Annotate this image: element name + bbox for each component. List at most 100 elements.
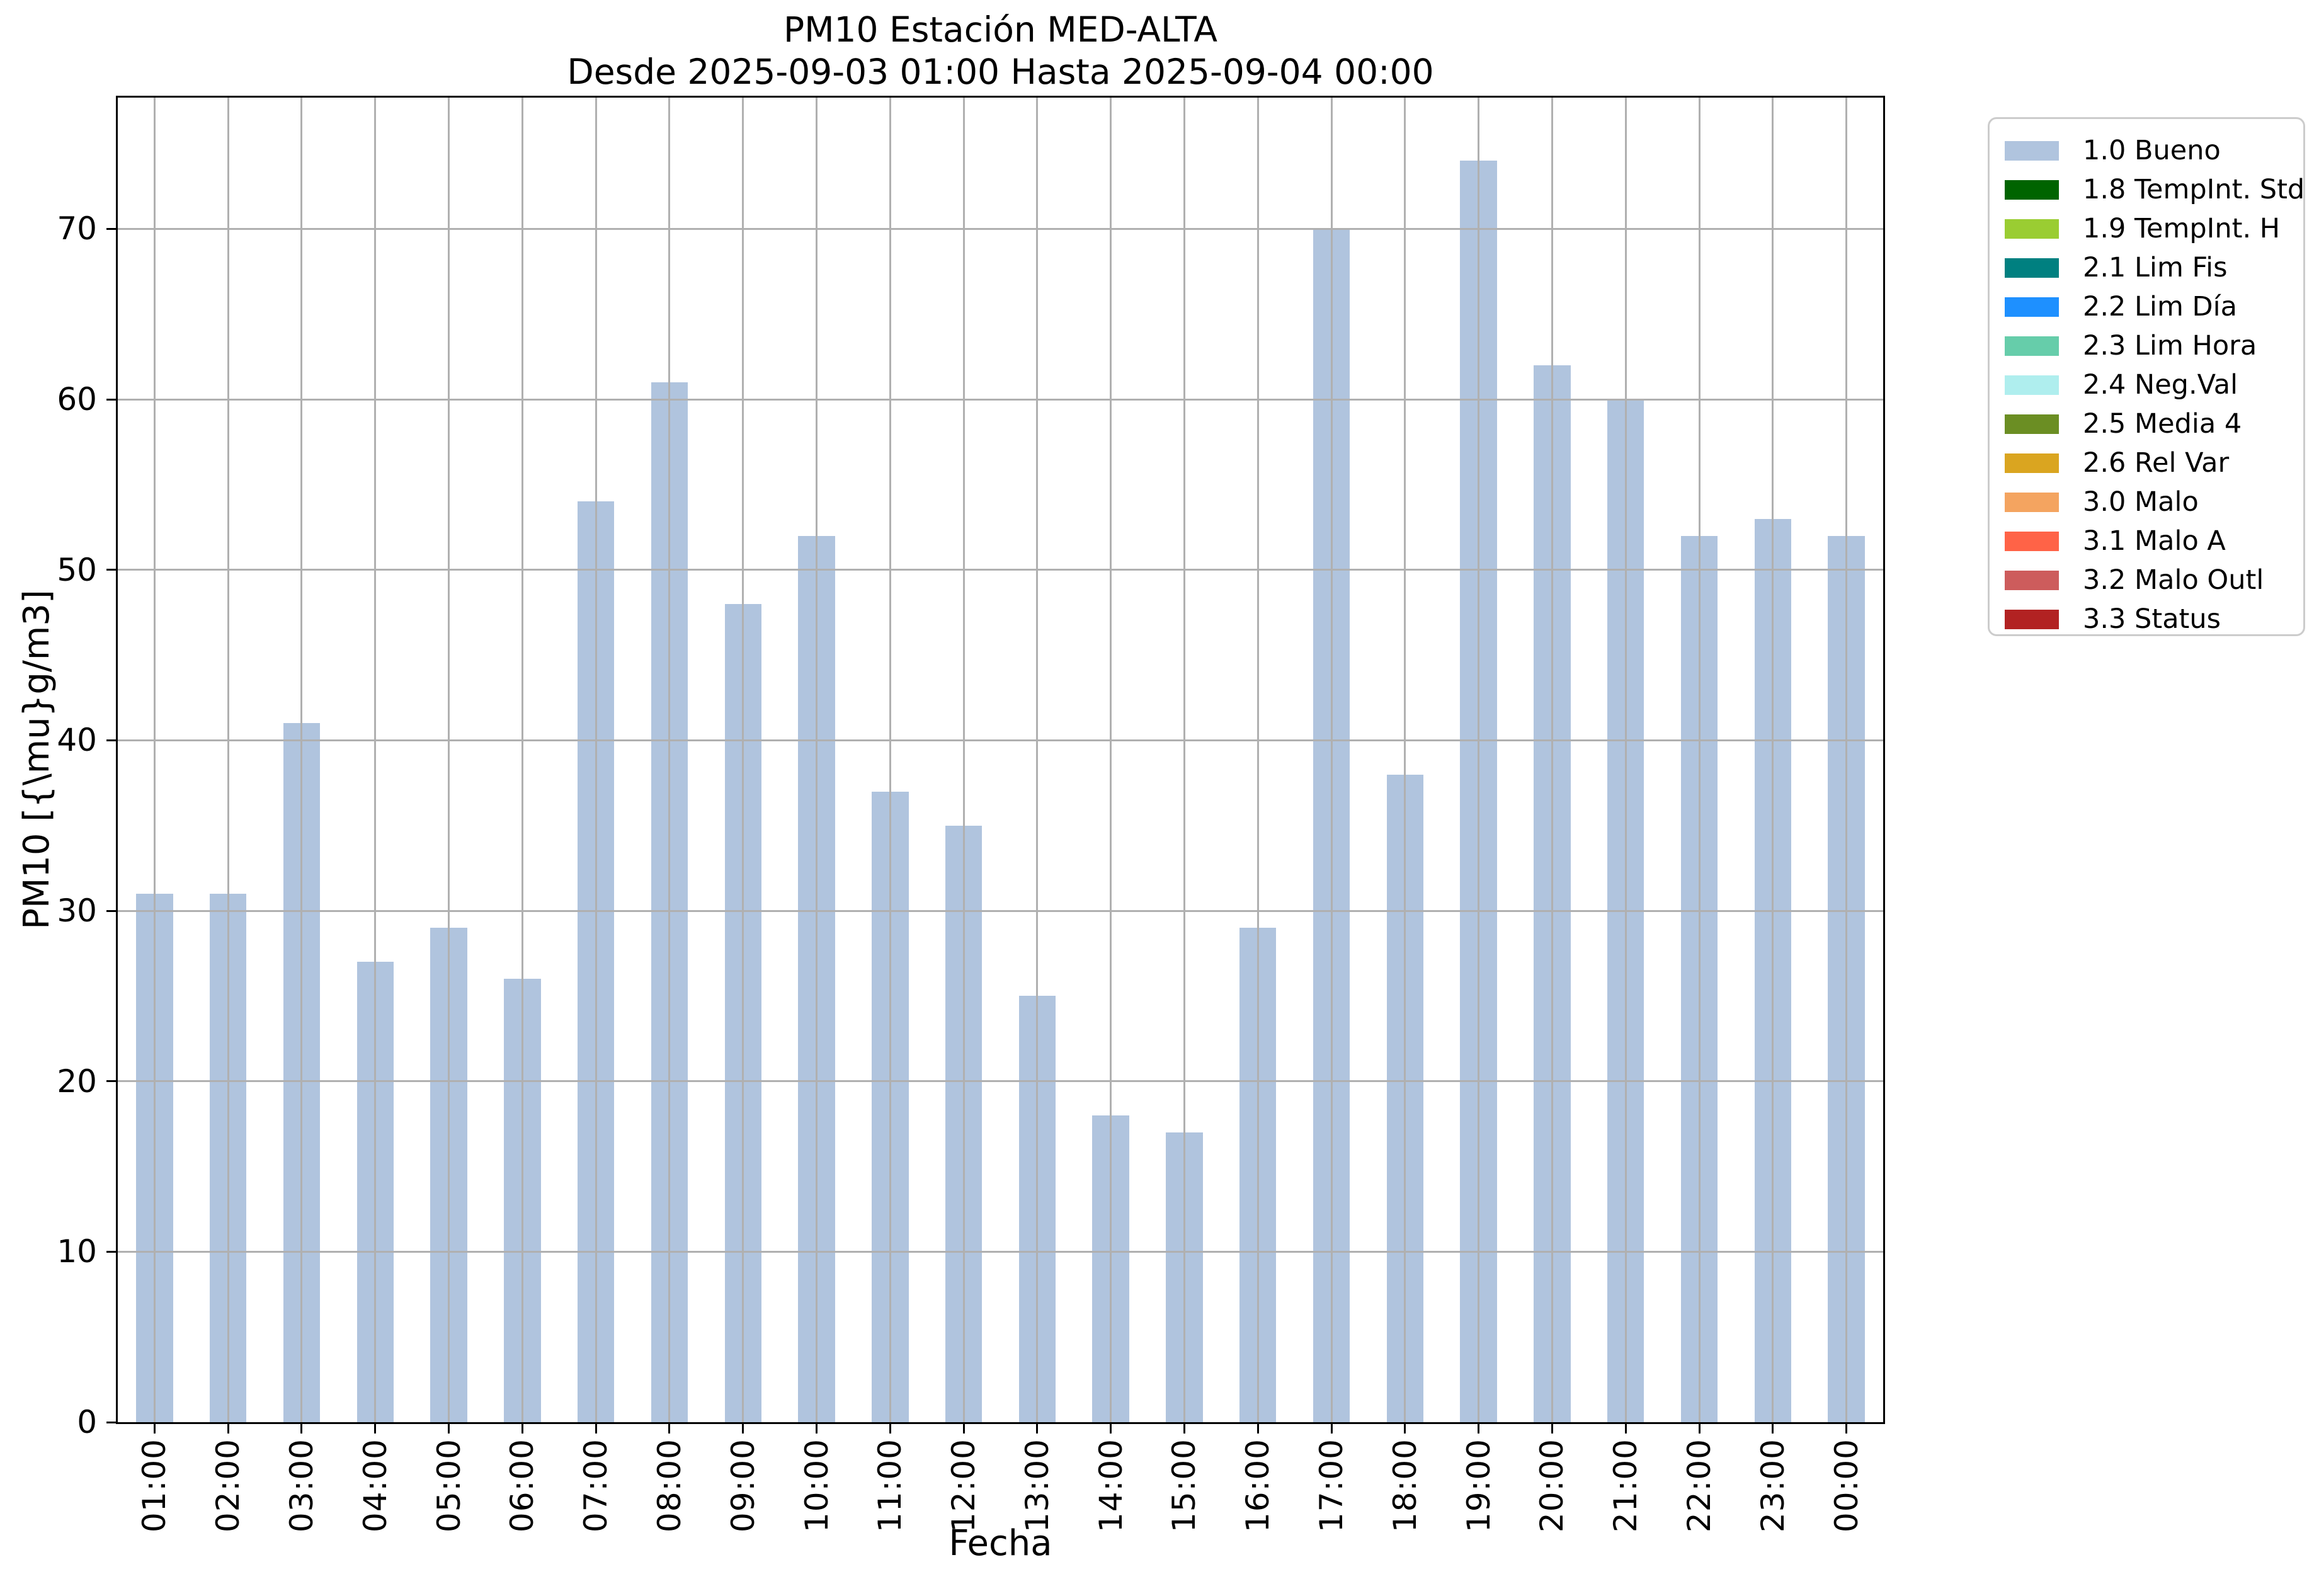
y-tick-label-50: 50 bbox=[57, 551, 97, 588]
legend-item-11: 3.2 Malo Outl bbox=[2005, 561, 2303, 600]
x-gridline-07:00 bbox=[595, 98, 597, 1422]
legend-swatch-12 bbox=[2005, 609, 2059, 629]
x-tick-05:00 bbox=[448, 1422, 450, 1434]
x-tick-19:00 bbox=[1478, 1422, 1480, 1434]
legend-swatch-3 bbox=[2005, 258, 2059, 278]
x-tick-label-09:00: 09:00 bbox=[724, 1439, 761, 1533]
legend-label-3: 2.1 Lim Fis bbox=[2083, 252, 2228, 283]
x-tick-00:00 bbox=[1845, 1422, 1848, 1434]
y-tick-30 bbox=[106, 909, 118, 912]
chart-title: PM10 Estación MED-ALTA bbox=[783, 9, 1218, 50]
y-gridline-40 bbox=[118, 739, 1883, 741]
x-tick-label-21:00: 21:00 bbox=[1607, 1439, 1644, 1533]
x-tick-14:00 bbox=[1110, 1422, 1112, 1434]
legend-item-2: 1.9 TempInt. H bbox=[2005, 209, 2303, 248]
x-gridline-20:00 bbox=[1551, 98, 1553, 1422]
grid-layer bbox=[118, 98, 1883, 1422]
legend: 1.0 Bueno 1.8 TempInt. Std 1.9 TempInt. H 2… bbox=[1988, 117, 2305, 636]
legend-swatch-2 bbox=[2005, 219, 2059, 239]
legend-label-4: 2.2 Lim Día bbox=[2083, 291, 2237, 322]
x-tick-label-16:00: 16:00 bbox=[1239, 1439, 1277, 1533]
x-gridline-12:00 bbox=[962, 98, 965, 1422]
x-tick-12:00 bbox=[962, 1422, 965, 1434]
x-gridline-19:00 bbox=[1478, 98, 1480, 1422]
x-tick-21:00 bbox=[1624, 1422, 1627, 1434]
legend-swatch-8 bbox=[2005, 453, 2059, 473]
x-tick-03:00 bbox=[300, 1422, 303, 1434]
x-gridline-01:00 bbox=[153, 98, 156, 1422]
x-tick-23:00 bbox=[1772, 1422, 1774, 1434]
legend-swatch-0 bbox=[2005, 140, 2059, 161]
legend-item-9: 3.0 Malo bbox=[2005, 482, 2303, 522]
legend-label-11: 3.2 Malo Outl bbox=[2083, 564, 2264, 596]
x-tick-13:00 bbox=[1036, 1422, 1039, 1434]
y-tick-40 bbox=[106, 739, 118, 741]
x-gridline-16:00 bbox=[1256, 98, 1259, 1422]
x-tick-01:00 bbox=[153, 1422, 156, 1434]
x-gridline-06:00 bbox=[521, 98, 523, 1422]
x-tick-label-10:00: 10:00 bbox=[798, 1439, 835, 1533]
y-axis-label: PM10 [{\mu}g/m3] bbox=[16, 590, 57, 930]
x-gridline-03:00 bbox=[300, 98, 303, 1422]
legend-swatch-5 bbox=[2005, 336, 2059, 356]
x-gridline-15:00 bbox=[1183, 98, 1185, 1422]
y-tick-60 bbox=[106, 398, 118, 401]
x-tick-label-13:00: 13:00 bbox=[1018, 1439, 1056, 1533]
x-tick-09:00 bbox=[742, 1422, 744, 1434]
x-tick-15:00 bbox=[1183, 1422, 1185, 1434]
y-gridline-20 bbox=[118, 1080, 1883, 1083]
x-tick-17:00 bbox=[1330, 1422, 1333, 1434]
plot-area bbox=[116, 96, 1885, 1424]
x-tick-label-00:00: 00:00 bbox=[1828, 1439, 1865, 1533]
legend-item-0: 1.0 Bueno bbox=[2005, 131, 2303, 170]
x-gridline-02:00 bbox=[227, 98, 229, 1422]
x-tick-04:00 bbox=[374, 1422, 377, 1434]
x-tick-label-05:00: 05:00 bbox=[430, 1439, 467, 1533]
y-gridline-60 bbox=[118, 398, 1883, 401]
legend-label-10: 3.1 Malo A bbox=[2083, 525, 2226, 557]
x-gridline-17:00 bbox=[1330, 98, 1333, 1422]
x-tick-label-07:00: 07:00 bbox=[578, 1439, 615, 1533]
x-gridline-13:00 bbox=[1036, 98, 1039, 1422]
x-tick-label-19:00: 19:00 bbox=[1460, 1439, 1497, 1533]
y-tick-70 bbox=[106, 227, 118, 230]
legend-swatch-6 bbox=[2005, 375, 2059, 395]
legend-swatch-7 bbox=[2005, 414, 2059, 434]
chart-subtitle: Desde 2025-09-03 01:00 Hasta 2025-09-04 … bbox=[567, 52, 1434, 92]
y-gridline-10 bbox=[118, 1250, 1883, 1253]
legend-item-1: 1.8 TempInt. Std bbox=[2005, 170, 2305, 209]
x-gridline-08:00 bbox=[668, 98, 671, 1422]
x-tick-08:00 bbox=[668, 1422, 671, 1434]
x-gridline-09:00 bbox=[742, 98, 744, 1422]
legend-swatch-11 bbox=[2005, 570, 2059, 590]
x-tick-label-03:00: 03:00 bbox=[283, 1439, 320, 1533]
legend-swatch-1 bbox=[2005, 180, 2059, 200]
legend-label-5: 2.3 Lim Hora bbox=[2083, 330, 2257, 362]
y-tick-10 bbox=[106, 1250, 118, 1253]
y-gridline-30 bbox=[118, 909, 1883, 912]
x-tick-07:00 bbox=[595, 1422, 597, 1434]
x-tick-label-02:00: 02:00 bbox=[210, 1439, 247, 1533]
y-tick-label-20: 20 bbox=[57, 1063, 97, 1100]
x-tick-label-11:00: 11:00 bbox=[872, 1439, 909, 1533]
x-gridline-11:00 bbox=[889, 98, 891, 1422]
x-tick-label-01:00: 01:00 bbox=[136, 1439, 173, 1533]
legend-item-10: 3.1 Malo A bbox=[2005, 522, 2303, 561]
y-tick-50 bbox=[106, 569, 118, 571]
y-gridline-50 bbox=[118, 569, 1883, 571]
x-gridline-18:00 bbox=[1404, 98, 1406, 1422]
y-gridline-70 bbox=[118, 227, 1883, 230]
legend-label-7: 2.5 Media 4 bbox=[2083, 408, 2242, 440]
y-tick-0 bbox=[106, 1421, 118, 1423]
x-tick-02:00 bbox=[227, 1422, 229, 1434]
legend-item-5: 2.3 Lim Hora bbox=[2005, 326, 2303, 365]
x-gridline-23:00 bbox=[1772, 98, 1774, 1422]
y-tick-label-60: 60 bbox=[57, 381, 97, 418]
y-tick-label-0: 0 bbox=[77, 1404, 97, 1440]
legend-item-4: 2.2 Lim Día bbox=[2005, 287, 2303, 326]
x-tick-label-23:00: 23:00 bbox=[1754, 1439, 1791, 1533]
x-gridline-00:00 bbox=[1845, 98, 1848, 1422]
legend-label-9: 3.0 Malo bbox=[2083, 486, 2199, 518]
x-tick-10:00 bbox=[816, 1422, 818, 1434]
